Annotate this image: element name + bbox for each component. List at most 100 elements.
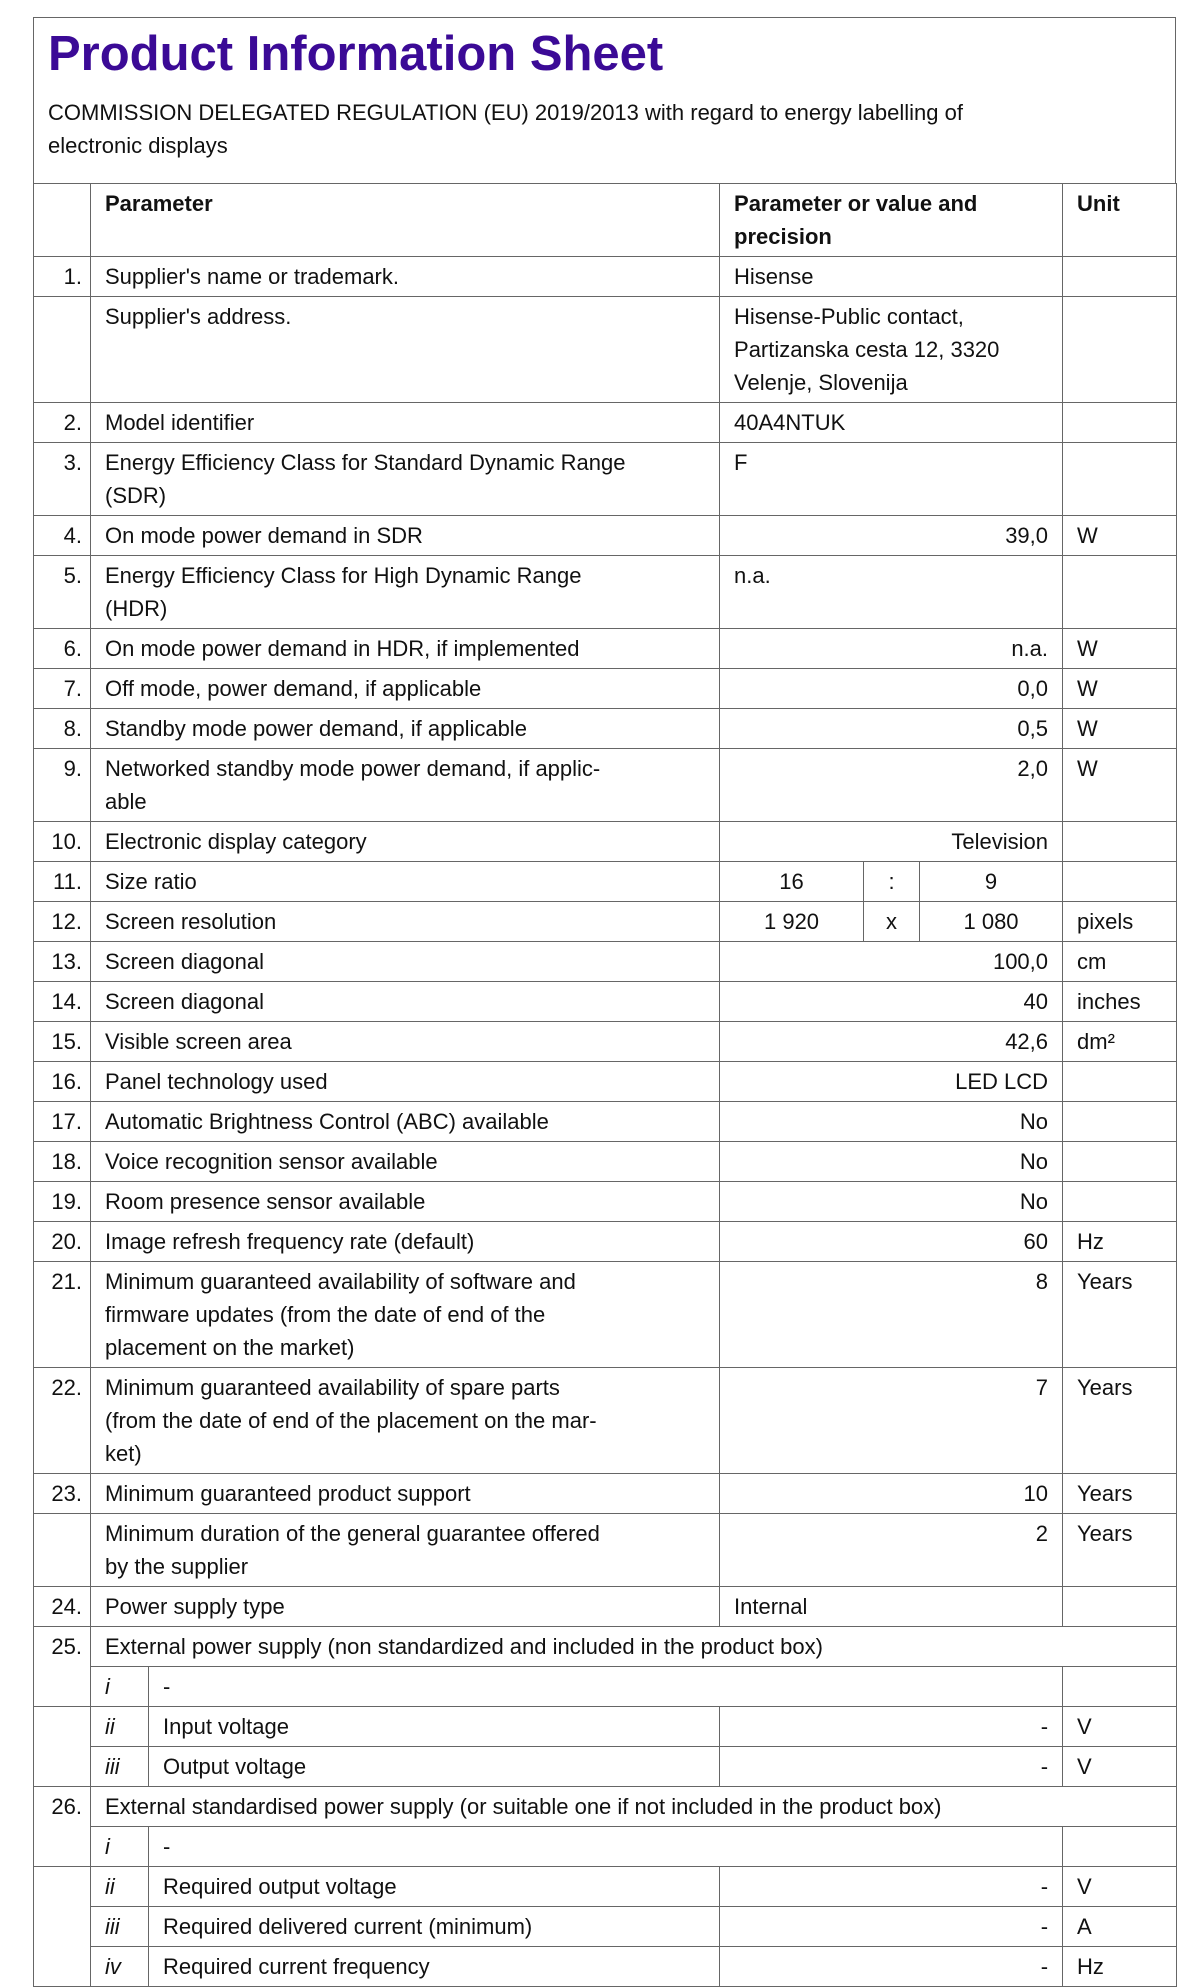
parameter-name: On mode power demand in HDR, if implemen…	[89, 628, 721, 669]
value-separator: :	[863, 861, 921, 902]
sheet-header: Product Information Sheet COMMISSION DEL…	[33, 17, 1176, 183]
parameter-name: Electronic display category	[89, 821, 721, 862]
value-part-a: 1 920	[719, 901, 865, 942]
parameter-value: Hisense	[719, 256, 1064, 297]
sub-index: ii	[90, 1706, 149, 1747]
parameter-name: Minimum duration of the general guarante…	[89, 1513, 721, 1587]
row-number: 5.	[33, 555, 91, 629]
parameter-name: Automatic Brightness Control (ABC) avail…	[89, 1101, 721, 1142]
parameter-value: 8	[719, 1261, 1064, 1368]
unit: Hz	[1062, 1946, 1178, 1987]
regulation-subtitle: COMMISSION DELEGATED REGULATION (EU) 201…	[48, 100, 963, 158]
row-number: 13.	[33, 941, 91, 982]
sub-row: iii Required delivered current (minimum) -…	[34, 1906, 1178, 1947]
table-row: 23. Minimum guaranteed product support 10 Y…	[33, 1473, 1178, 1514]
row-number: 8.	[33, 708, 91, 749]
parameter-value: 0,0	[719, 668, 1064, 709]
table-row: 16. Panel technology used LED LCD	[33, 1061, 1178, 1102]
group-title: External standardised power supply (or s…	[89, 1786, 1178, 1827]
value-part-a: 16	[719, 861, 865, 902]
parameter-value: 7	[719, 1367, 1064, 1474]
unit	[1062, 861, 1178, 902]
unit: inches	[1062, 981, 1178, 1022]
sub-index: i	[90, 1666, 149, 1707]
sub-parameter: Required delivered current (minimum)	[147, 1906, 721, 1947]
table-row: 18. Voice recognition sensor available No	[33, 1141, 1178, 1182]
unit	[1062, 1666, 1178, 1707]
row-number: 16.	[33, 1061, 91, 1102]
table-row: 6. On mode power demand in HDR, if implem…	[33, 628, 1178, 669]
header-value: Parameter or value and precision	[719, 183, 1064, 257]
parameter-value: Television	[719, 821, 1064, 862]
unit: W	[1062, 515, 1178, 556]
parameter-name: Networked standby mode power demand, if …	[89, 748, 721, 822]
row-number: 9.	[33, 748, 91, 822]
table-row: 21. Minimum guaranteed availability of so…	[33, 1261, 1178, 1368]
sub-index: i	[90, 1826, 149, 1867]
sub-row: ii Input voltage - V	[33, 1706, 1178, 1787]
parameter-name: Minimum guaranteed availability of softw…	[89, 1261, 721, 1368]
parameter-name: Visible screen area	[89, 1021, 721, 1062]
parameter-value: n.a.	[719, 628, 1064, 669]
parameter-value: 2	[719, 1513, 1064, 1587]
table-row: Minimum duration of the general guarante…	[33, 1513, 1178, 1587]
sub-parameter: Required current frequency	[147, 1946, 721, 1987]
table-row: 3. Energy Efficiency Class for Standard D…	[33, 442, 1178, 516]
row-number: 21.	[33, 1261, 91, 1368]
row-number: 15.	[33, 1021, 91, 1062]
parameter-value: 10	[719, 1473, 1064, 1514]
parameter-value: 60	[719, 1221, 1064, 1262]
parameter-name: Room presence sensor available	[89, 1181, 721, 1222]
parameter-name: Model identifier	[89, 402, 721, 443]
row-number: 4.	[33, 515, 91, 556]
table-row: 15. Visible screen area 42,6 dm²	[33, 1021, 1178, 1062]
sub-row: ii Required output voltage - V	[33, 1866, 1178, 1987]
table-row: 1. Supplier's name or trademark. Hisense	[33, 256, 1178, 297]
row-number-empty	[33, 1866, 91, 1987]
parameter-name: Power supply type	[89, 1586, 721, 1627]
parameter-value: No	[719, 1181, 1064, 1222]
unit: Years	[1062, 1513, 1178, 1587]
row-number: 14.	[33, 981, 91, 1022]
unit	[1062, 402, 1178, 443]
row-number: 24.	[33, 1586, 91, 1627]
sub-value: -	[719, 1746, 1064, 1787]
parameter-value: 39,0	[719, 515, 1064, 556]
table-row: 12. Screen resolution 1 920 x 1 080 pixels	[33, 901, 1178, 942]
parameter-value: n.a.	[719, 555, 1064, 629]
sub-row: iv Required current frequency - Hz	[34, 1946, 1178, 1987]
unit: dm²	[1062, 1021, 1178, 1062]
row-number: 19.	[33, 1181, 91, 1222]
table-row: 14. Screen diagonal 40 inches	[33, 981, 1178, 1022]
row-number-empty	[33, 1706, 91, 1787]
row-number: 23.	[33, 1473, 91, 1514]
parameter-value: 0,5	[719, 708, 1064, 749]
parameter-name: Off mode, power demand, if applicable	[89, 668, 721, 709]
table-row: 19. Room presence sensor available No	[33, 1181, 1178, 1222]
unit	[1062, 821, 1178, 862]
table-row: 10. Electronic display category Television	[33, 821, 1178, 862]
header-number	[33, 183, 91, 257]
unit: pixels	[1062, 901, 1178, 942]
sub-value: -	[147, 1666, 1064, 1707]
sub-row: i-	[34, 1666, 1178, 1707]
table-row: 4. On mode power demand in SDR 39,0 W	[33, 515, 1178, 556]
sub-parameter: Input voltage	[147, 1706, 721, 1747]
parameter-name: Minimum guaranteed product support	[89, 1473, 721, 1514]
parameter-value: No	[719, 1101, 1064, 1142]
value-part-b: 1 080	[919, 901, 1064, 942]
parameter-name: Supplier's name or trademark.	[89, 256, 721, 297]
row-number: 7.	[33, 668, 91, 709]
row-number: 26.	[33, 1786, 91, 1867]
row-number: 12.	[33, 901, 91, 942]
parameter-value: No	[719, 1141, 1064, 1182]
table-row: 5. Energy Efficiency Class for High Dynam…	[33, 555, 1178, 629]
table-row: 13. Screen diagonal 100,0 cm	[33, 941, 1178, 982]
unit: Years	[1062, 1261, 1178, 1368]
parameter-name: Voice recognition sensor available	[89, 1141, 721, 1182]
unit	[1062, 1141, 1178, 1182]
unit	[1062, 296, 1178, 403]
header-unit: Unit	[1062, 183, 1178, 257]
row-number: 18.	[33, 1141, 91, 1182]
unit: V	[1062, 1746, 1178, 1787]
